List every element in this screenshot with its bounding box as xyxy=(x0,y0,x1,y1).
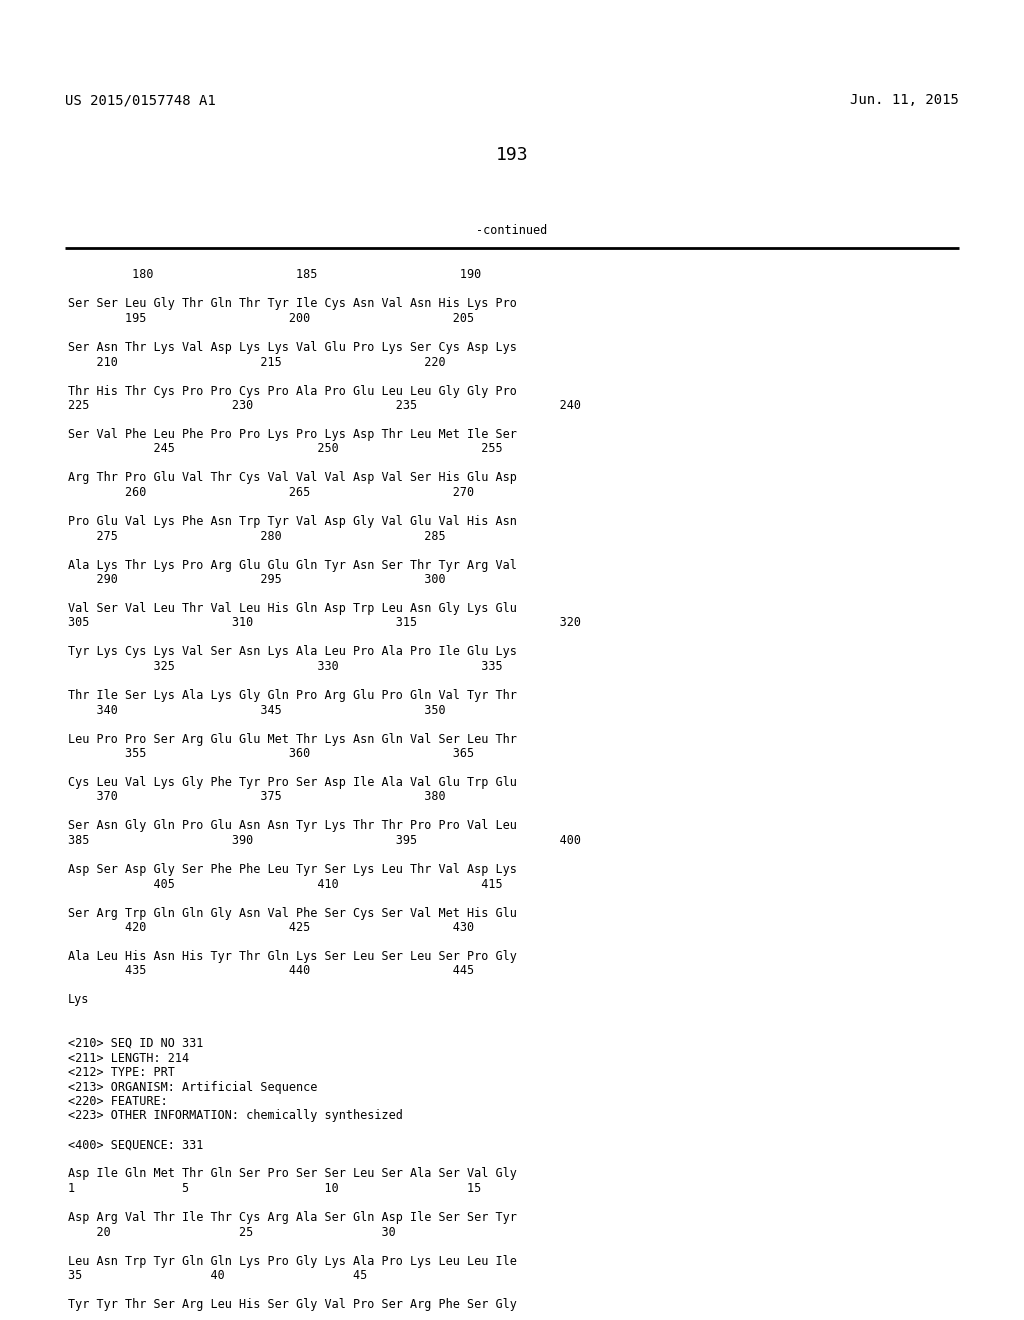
Text: 405                    410                    415: 405 410 415 xyxy=(68,878,503,891)
Text: Leu Asn Trp Tyr Gln Gln Lys Pro Gly Lys Ala Pro Lys Leu Leu Ile: Leu Asn Trp Tyr Gln Gln Lys Pro Gly Lys … xyxy=(68,1254,517,1267)
Text: <210> SEQ ID NO 331: <210> SEQ ID NO 331 xyxy=(68,1038,204,1049)
Text: 260                    265                    270: 260 265 270 xyxy=(68,486,474,499)
Text: 20                  25                  30: 20 25 30 xyxy=(68,1225,395,1238)
Text: 305                    310                    315                    320: 305 310 315 320 xyxy=(68,616,581,630)
Text: Tyr Tyr Thr Ser Arg Leu His Ser Gly Val Pro Ser Arg Phe Ser Gly: Tyr Tyr Thr Ser Arg Leu His Ser Gly Val … xyxy=(68,1298,517,1311)
Text: Ser Asn Gly Gln Pro Glu Asn Asn Tyr Lys Thr Thr Pro Pro Val Leu: Ser Asn Gly Gln Pro Glu Asn Asn Tyr Lys … xyxy=(68,820,517,833)
Text: 210                    215                    220: 210 215 220 xyxy=(68,355,445,368)
Text: <211> LENGTH: 214: <211> LENGTH: 214 xyxy=(68,1052,189,1064)
Text: Asp Ile Gln Met Thr Gln Ser Pro Ser Ser Leu Ser Ala Ser Val Gly: Asp Ile Gln Met Thr Gln Ser Pro Ser Ser … xyxy=(68,1167,517,1180)
Text: 225                    230                    235                    240: 225 230 235 240 xyxy=(68,399,581,412)
Text: Asp Arg Val Thr Ile Thr Cys Arg Ala Ser Gln Asp Ile Ser Ser Tyr: Asp Arg Val Thr Ile Thr Cys Arg Ala Ser … xyxy=(68,1210,517,1224)
Text: <212> TYPE: PRT: <212> TYPE: PRT xyxy=(68,1067,175,1078)
Text: Ser Ser Leu Gly Thr Gln Thr Tyr Ile Cys Asn Val Asn His Lys Pro: Ser Ser Leu Gly Thr Gln Thr Tyr Ile Cys … xyxy=(68,297,517,310)
Text: Val Ser Val Leu Thr Val Leu His Gln Asp Trp Leu Asn Gly Lys Glu: Val Ser Val Leu Thr Val Leu His Gln Asp … xyxy=(68,602,517,615)
Text: 290                    295                    300: 290 295 300 xyxy=(68,573,445,586)
Text: Ser Arg Trp Gln Gln Gly Asn Val Phe Ser Cys Ser Val Met His Glu: Ser Arg Trp Gln Gln Gly Asn Val Phe Ser … xyxy=(68,907,517,920)
Text: US 2015/0157748 A1: US 2015/0157748 A1 xyxy=(65,92,216,107)
Text: -continued: -continued xyxy=(476,223,548,236)
Text: 180                    185                    190: 180 185 190 xyxy=(68,268,481,281)
Text: <220> FEATURE:: <220> FEATURE: xyxy=(68,1096,168,1107)
Text: <400> SEQUENCE: 331: <400> SEQUENCE: 331 xyxy=(68,1138,204,1151)
Text: Ser Val Phe Leu Phe Pro Pro Lys Pro Lys Asp Thr Leu Met Ile Ser: Ser Val Phe Leu Phe Pro Pro Lys Pro Lys … xyxy=(68,428,517,441)
Text: Ser Asn Thr Lys Val Asp Lys Lys Val Glu Pro Lys Ser Cys Asp Lys: Ser Asn Thr Lys Val Asp Lys Lys Val Glu … xyxy=(68,341,517,354)
Text: 355                    360                    365: 355 360 365 xyxy=(68,747,474,760)
Text: Thr His Thr Cys Pro Pro Cys Pro Ala Pro Glu Leu Leu Gly Gly Pro: Thr His Thr Cys Pro Pro Cys Pro Ala Pro … xyxy=(68,384,517,397)
Text: 245                    250                    255: 245 250 255 xyxy=(68,442,503,455)
Text: Pro Glu Val Lys Phe Asn Trp Tyr Val Asp Gly Val Glu Val His Asn: Pro Glu Val Lys Phe Asn Trp Tyr Val Asp … xyxy=(68,515,517,528)
Text: <223> OTHER INFORMATION: chemically synthesized: <223> OTHER INFORMATION: chemically synt… xyxy=(68,1110,402,1122)
Text: <213> ORGANISM: Artificial Sequence: <213> ORGANISM: Artificial Sequence xyxy=(68,1081,317,1093)
Text: Ala Lys Thr Lys Pro Arg Glu Glu Gln Tyr Asn Ser Thr Tyr Arg Val: Ala Lys Thr Lys Pro Arg Glu Glu Gln Tyr … xyxy=(68,558,517,572)
Text: 1               5                   10                  15: 1 5 10 15 xyxy=(68,1181,481,1195)
Text: Jun. 11, 2015: Jun. 11, 2015 xyxy=(850,92,959,107)
Text: Tyr Lys Cys Lys Val Ser Asn Lys Ala Leu Pro Ala Pro Ile Glu Lys: Tyr Lys Cys Lys Val Ser Asn Lys Ala Leu … xyxy=(68,645,517,659)
Text: Leu Pro Pro Ser Arg Glu Glu Met Thr Lys Asn Gln Val Ser Leu Thr: Leu Pro Pro Ser Arg Glu Glu Met Thr Lys … xyxy=(68,733,517,746)
Text: Arg Thr Pro Glu Val Thr Cys Val Val Val Asp Val Ser His Glu Asp: Arg Thr Pro Glu Val Thr Cys Val Val Val … xyxy=(68,471,517,484)
Text: Asp Ser Asp Gly Ser Phe Phe Leu Tyr Ser Lys Leu Thr Val Asp Lys: Asp Ser Asp Gly Ser Phe Phe Leu Tyr Ser … xyxy=(68,863,517,876)
Text: Cys Leu Val Lys Gly Phe Tyr Pro Ser Asp Ile Ala Val Glu Trp Glu: Cys Leu Val Lys Gly Phe Tyr Pro Ser Asp … xyxy=(68,776,517,789)
Text: 195                    200                    205: 195 200 205 xyxy=(68,312,474,325)
Text: 435                    440                    445: 435 440 445 xyxy=(68,965,474,978)
Text: 35                  40                  45: 35 40 45 xyxy=(68,1269,368,1282)
Text: Thr Ile Ser Lys Ala Lys Gly Gln Pro Arg Glu Pro Gln Val Tyr Thr: Thr Ile Ser Lys Ala Lys Gly Gln Pro Arg … xyxy=(68,689,517,702)
Text: 370                    375                    380: 370 375 380 xyxy=(68,791,445,804)
Text: Ala Leu His Asn His Tyr Thr Gln Lys Ser Leu Ser Leu Ser Pro Gly: Ala Leu His Asn His Tyr Thr Gln Lys Ser … xyxy=(68,950,517,964)
Text: 385                    390                    395                    400: 385 390 395 400 xyxy=(68,834,581,847)
Text: 420                    425                    430: 420 425 430 xyxy=(68,921,474,935)
Text: 340                    345                    350: 340 345 350 xyxy=(68,704,445,717)
Text: Lys: Lys xyxy=(68,994,89,1006)
Text: 275                    280                    285: 275 280 285 xyxy=(68,529,445,543)
Text: 325                    330                    335: 325 330 335 xyxy=(68,660,503,673)
Text: 193: 193 xyxy=(496,147,528,164)
